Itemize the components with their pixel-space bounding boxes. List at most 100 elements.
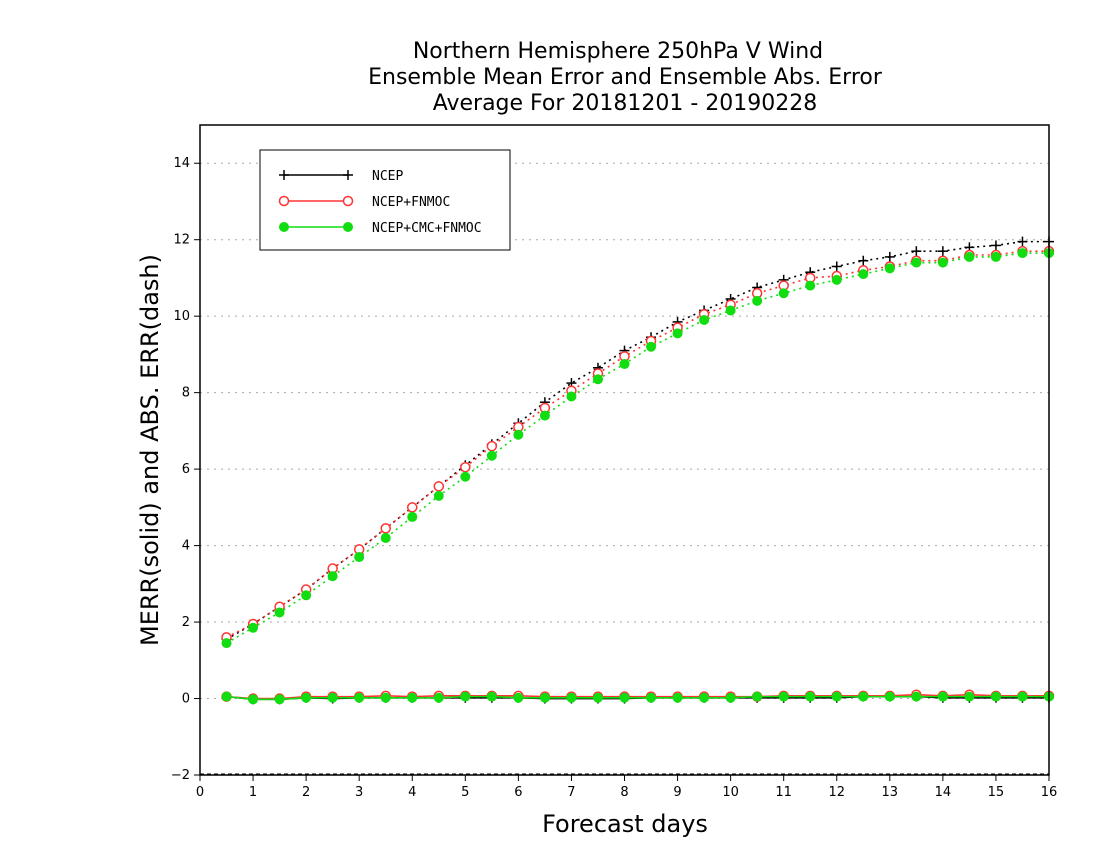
x-tick-label: 3 [355, 785, 363, 800]
series-ncep-abs-err-point [1017, 236, 1028, 247]
series-ncep-cmc-fnmoc-mean-err-point [699, 692, 710, 703]
x-tick-label: 6 [514, 785, 522, 800]
y-tick-label: 6 [182, 462, 190, 477]
series-ncep-cmc-fnmoc-abs-err-point [911, 257, 922, 268]
series-ncep-cmc-fnmoc-abs-err-point [460, 471, 471, 482]
x-tick-label: 8 [620, 785, 628, 800]
series-ncep-cmc-fnmoc-mean-err-point [592, 692, 603, 703]
series-ncep-cmc-fnmoc-abs-err-point [513, 429, 524, 440]
y-axis-label: MERR(solid) and ABS. ERR(dash) [136, 254, 164, 646]
legend-marker-ncep-fnmoc [342, 195, 354, 207]
legend-marker-ncep [279, 170, 289, 180]
series-ncep-cmc-fnmoc-abs-err-point [327, 571, 338, 582]
series-ncep-fnmoc-abs-err-point [433, 481, 445, 492]
series-ncep-cmc-fnmoc-mean-err-point [248, 694, 259, 705]
series-ncep-cmc-fnmoc-mean-err-point [513, 692, 524, 703]
series-ncep-cmc-fnmoc-mean-err-point [964, 691, 975, 702]
x-tick-label: 16 [1041, 785, 1058, 800]
series-ncep-cmc-fnmoc-mean-err-point [778, 691, 789, 702]
series-ncep-cmc-fnmoc-abs-err-point [990, 251, 1001, 262]
series-ncep-fnmoc-abs-err-point [486, 440, 498, 452]
series-ncep-cmc-fnmoc-mean-err-point [831, 691, 842, 702]
series-ncep-abs-err-line [226, 240, 1049, 640]
series-ncep-fnmoc-abs-err-point [460, 461, 471, 473]
series-ncep-cmc-fnmoc-mean-err-point [937, 691, 948, 702]
series-ncep-cmc-fnmoc-abs-err-point [274, 607, 285, 618]
legend-box [259, 149, 511, 251]
series-ncep-cmc-fnmoc-mean-err-point [1017, 691, 1028, 702]
series-ncep-abs-err-point [990, 240, 1001, 251]
series-ncep-cmc-fnmoc-abs-err-point [619, 358, 630, 369]
chart-title-line-2: Ensemble Mean Error and Ensemble Abs. Er… [368, 65, 883, 90]
series-ncep-cmc-fnmoc-mean-err-point [725, 692, 736, 703]
series-ncep-cmc-fnmoc-abs-err-point [566, 391, 577, 402]
series-layer [221, 236, 1055, 705]
series-ncep-cmc-fnmoc-abs-err-point [805, 280, 816, 291]
x-tick-label: 13 [882, 785, 899, 800]
x-tick-label: 5 [461, 785, 469, 800]
series-ncep-abs-err-point [884, 251, 895, 262]
series-ncep-cmc-fnmoc-abs-err-point [248, 622, 259, 633]
series-ncep-cmc-fnmoc-abs-err-point [937, 257, 948, 268]
legend-label-ncep: NCEP [372, 169, 403, 184]
series-ncep-cmc-fnmoc-abs-err-point [301, 590, 312, 601]
series-ncep-cmc-fnmoc-abs-err-point [592, 374, 603, 385]
series-ncep-cmc-fnmoc-abs-err-point [778, 288, 789, 299]
series-ncep-cmc-fnmoc-abs-err-point [699, 315, 710, 325]
y-tick-label: 2 [182, 615, 190, 630]
series-ncep-cmc-fnmoc-abs-err-point [752, 295, 763, 306]
legend-marker-ncep [343, 170, 353, 180]
x-tick-label: 7 [567, 785, 575, 800]
series-ncep-cmc-fnmoc-mean-err-point [990, 691, 1001, 702]
series-ncep-cmc-fnmoc-mean-err-point [433, 692, 444, 703]
series-ncep-abs-err-point [831, 261, 842, 272]
series-ncep-cmc-fnmoc-abs-err-point [354, 552, 365, 563]
legend-marker-ncep-cmc-fnmoc [343, 222, 353, 232]
x-tick-label: 14 [935, 785, 952, 800]
series-ncep-cmc-fnmoc-abs-err-point [725, 305, 736, 316]
series-ncep-cmc-fnmoc-abs-err-point [646, 341, 657, 352]
x-tick-label: 10 [722, 785, 739, 800]
series-ncep-cmc-fnmoc-mean-err-point [566, 692, 577, 703]
series-ncep-cmc-fnmoc-mean-err-point [274, 694, 285, 705]
series-ncep-cmc-fnmoc-abs-err-point [486, 450, 497, 461]
legend-marker-ncep-cmc-fnmoc [279, 222, 289, 232]
x-tick-label: 15 [988, 785, 1005, 800]
series-ncep-cmc-fnmoc-abs-err-point [884, 263, 895, 274]
y-tick-label: −2 [171, 768, 190, 783]
series-ncep-cmc-fnmoc-mean-err-point [646, 692, 657, 703]
legend-label-ncep-cmc-fnmoc: NCEP+CMC+FNMOC [372, 221, 482, 236]
series-ncep-cmc-fnmoc-mean-err-point [752, 691, 763, 702]
series-ncep-cmc-fnmoc-mean-err-point [805, 691, 816, 702]
y-tick-label: 4 [182, 539, 190, 554]
series-ncep-cmc-fnmoc-mean-err-point [858, 691, 869, 702]
x-tick-label: 9 [673, 785, 681, 800]
series-ncep-cmc-fnmoc-mean-err-point [380, 692, 391, 703]
series-ncep-cmc-fnmoc-abs-err-point [672, 328, 683, 339]
series-ncep-fnmoc-abs-err-line [226, 250, 1049, 639]
y-tick-label: 0 [182, 692, 190, 707]
series-ncep-cmc-fnmoc-mean-err-point [327, 692, 338, 703]
plot-frame [199, 124, 1050, 776]
series-ncep-cmc-fnmoc-abs-err-point [407, 511, 418, 522]
x-axis-label: Forecast days [542, 810, 708, 838]
x-tick-label: 2 [302, 785, 310, 800]
x-tick-label: 12 [828, 785, 845, 800]
legend-label-ncep-fnmoc: NCEP+FNMOC [372, 195, 450, 210]
series-ncep-cmc-fnmoc-abs-err-point [1017, 248, 1028, 259]
x-tick-label: 1 [249, 785, 257, 800]
series-ncep-abs-err-point [937, 246, 948, 257]
series-ncep-cmc-fnmoc-abs-err-point [221, 638, 232, 649]
series-ncep-cmc-fnmoc-abs-err-point [831, 274, 842, 285]
series-ncep-fnmoc-abs-err-point [380, 523, 391, 534]
legend: NCEP NCEP+FNMOC NCEP+CMC+FNMOC [259, 149, 511, 251]
y-tick-label: 10 [173, 309, 190, 324]
series-ncep-cmc-fnmoc-mean-err-point [486, 691, 497, 702]
x-tick-label: 11 [775, 785, 792, 800]
series-ncep-cmc-fnmoc-mean-err-point [460, 691, 471, 702]
series-ncep-fnmoc-abs-err-point [407, 502, 418, 513]
x-tick-label: 4 [408, 785, 416, 800]
y-tick-label: 12 [173, 233, 190, 248]
